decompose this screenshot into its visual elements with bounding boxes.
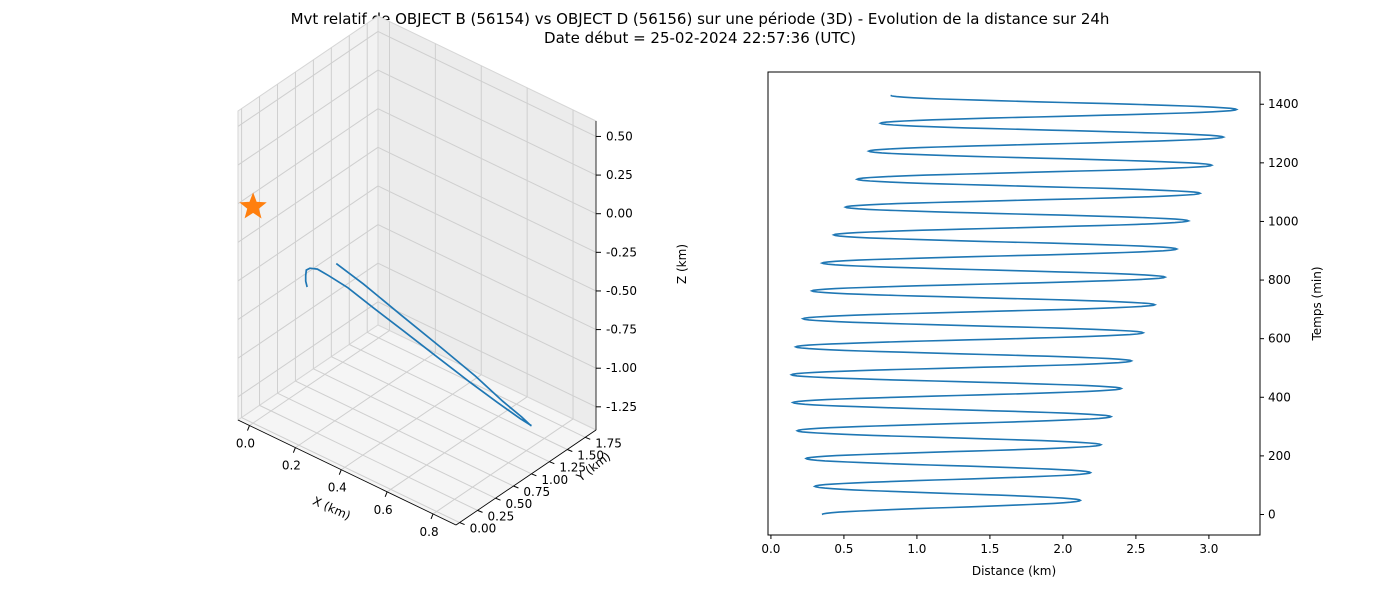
y-tick (585, 436, 591, 440)
x-tick (338, 469, 342, 475)
chart-title-line-2: Date début = 25-02-2024 22:57:36 (UTC) (544, 29, 856, 47)
grid-line-z (237, 146, 379, 243)
x-tick (384, 491, 388, 498)
chart-3d-trajectory: 0.00.20.40.60.8 0.000.250.500.751.001.251… (236, 15, 689, 539)
z-tick-label: -1.00 (606, 361, 637, 375)
grid-line-y (295, 380, 514, 487)
z-tick-label: 0.25 (606, 168, 633, 182)
grid-line-y (367, 331, 586, 438)
grid-line-y (331, 356, 550, 463)
x-tick-label: 2.5 (1126, 542, 1145, 556)
grid-line-x (432, 418, 574, 515)
grid-line-z (237, 185, 379, 282)
y-tick-label: 200 (1268, 449, 1291, 463)
y-tick-label: 1000 (1268, 214, 1299, 228)
chart-distance-vs-time: 0.0 0.5 1.0 1.5 2.0 2.5 3.0 0 200 400 600 800 1000 12… (761, 71, 1324, 578)
y-tick (513, 485, 519, 489)
distance-series-line (789, 94, 1239, 516)
x-tick-label: 0.0 (236, 437, 255, 451)
x-tick-label: 0.8 (420, 525, 439, 539)
y-tick (567, 449, 573, 452)
grid-line-x (249, 330, 390, 426)
x-tick-label: 0.6 (374, 503, 393, 517)
x-axis-line (237, 419, 457, 526)
y-tick (549, 461, 555, 465)
grid-line-z (377, 30, 597, 137)
grid-line-z (377, 146, 597, 253)
x-tick-label: 1.5 (980, 542, 999, 556)
y-tick-label: 600 (1268, 332, 1291, 346)
y-tick-label: 1.00 (541, 473, 568, 487)
z-tick-label: -0.75 (606, 323, 637, 337)
grid-line-z (237, 69, 379, 166)
grid-line-z (377, 108, 597, 215)
grid-line-z (377, 69, 597, 176)
y-tick-label: 0.25 (488, 509, 515, 523)
x-axis-label: Distance (km) (972, 564, 1056, 578)
axes-frame (767, 71, 1261, 536)
z-tick-label: -0.50 (606, 284, 637, 298)
grid-line-z (237, 108, 379, 205)
z-axis-label: Z (km) (675, 244, 689, 284)
grid-line-x (340, 374, 482, 471)
grid-line-z (377, 262, 597, 369)
grid-line-y (313, 368, 532, 475)
z-tick-label: -1.25 (606, 400, 637, 414)
y-axis-label: Temps (min) (1310, 266, 1324, 341)
chart-title-line-1: Mvt relatif de OBJECT B (56154) vs OBJEC… (290, 10, 1110, 28)
z-tick-label: -0.25 (606, 245, 637, 259)
x-axis-label: X (km) (310, 494, 352, 523)
y-tick-label: 1200 (1268, 156, 1299, 170)
x-tick-label: 0.2 (282, 459, 301, 473)
grid-line-z (377, 185, 597, 292)
grid-line-z (237, 301, 379, 398)
z-tick-label: 0.00 (606, 207, 633, 221)
y-tick (531, 473, 537, 477)
x-tick (430, 513, 434, 520)
x-tick-label: 2.0 (1053, 542, 1072, 556)
y-tick-label: 0.75 (523, 485, 550, 499)
y-tick (477, 509, 483, 513)
x-tick-label: 1.0 (907, 542, 926, 556)
x-tick-label: 3.0 (1199, 542, 1218, 556)
origin-star-marker (239, 192, 267, 219)
y-tick-label: 1.25 (559, 461, 586, 475)
grid-line-x (386, 396, 528, 493)
y-tick-label: 400 (1268, 390, 1291, 404)
x-tick-label: 0.5 (834, 542, 853, 556)
y-axis-line (455, 429, 597, 526)
grid-line-z (237, 262, 379, 359)
x-tick (247, 425, 250, 431)
y-tick-label: 1400 (1268, 97, 1299, 111)
grid-line-y (241, 417, 460, 524)
y-tick-label: 0.00 (470, 522, 497, 536)
z-tick-label: 0.50 (606, 129, 633, 143)
x-tick-label: 0.0 (761, 542, 780, 556)
trajectory-line (304, 262, 532, 427)
y-tick-label: 1.50 (577, 448, 604, 462)
grid-line-x (295, 352, 436, 449)
grid-line-y (349, 344, 568, 450)
grid-line-z (237, 31, 379, 127)
grid-line-y (277, 392, 496, 499)
y-tick-label: 0 (1268, 507, 1276, 521)
y-tick-label: 800 (1268, 273, 1291, 287)
x-tick (292, 447, 296, 453)
grid-line-y (259, 404, 478, 511)
y-tick-label: 0.50 (505, 497, 532, 511)
grid-line-z (237, 224, 379, 320)
grid-line-z (377, 301, 597, 408)
y-tick-label: 1.75 (595, 436, 622, 450)
x-tick-label: 0.4 (328, 481, 347, 495)
y-tick (495, 497, 501, 501)
grid-line-z (377, 224, 597, 331)
y-tick (459, 522, 465, 526)
